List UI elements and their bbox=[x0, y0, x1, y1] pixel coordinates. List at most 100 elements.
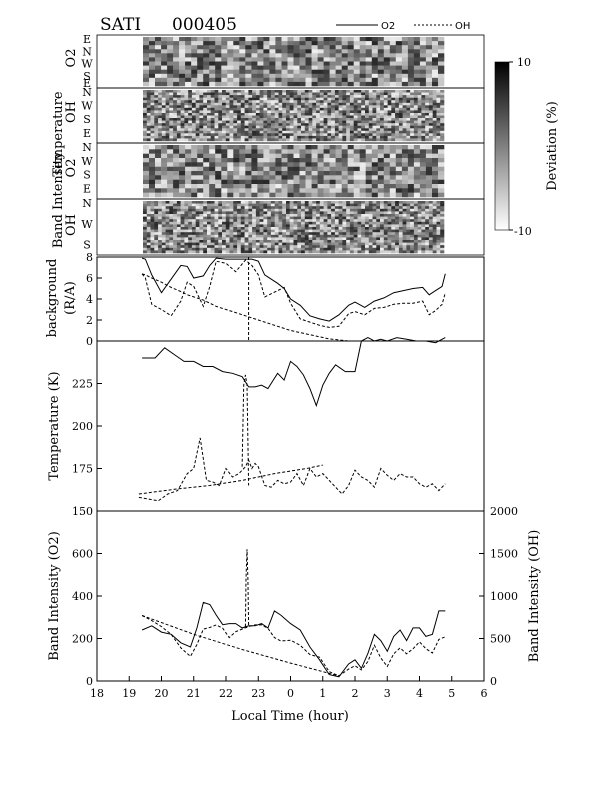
keogram-cell bbox=[391, 133, 396, 137]
keogram-cell bbox=[158, 138, 163, 142]
keogram-cell bbox=[154, 203, 159, 207]
keogram-cell bbox=[203, 162, 210, 167]
keogram-cell bbox=[173, 211, 178, 215]
keogram-cell bbox=[244, 138, 249, 142]
keogram-cell bbox=[199, 105, 204, 109]
legend-o2-label: O2 bbox=[381, 21, 395, 32]
keogram-cell bbox=[376, 128, 381, 132]
keogram-cell bbox=[225, 232, 230, 236]
keogram-cell bbox=[233, 53, 240, 58]
keogram-cell bbox=[316, 120, 321, 124]
keogram-cell bbox=[383, 203, 388, 207]
keogram-cell bbox=[372, 123, 377, 126]
keogram-cell bbox=[270, 224, 275, 228]
keogram-cell bbox=[438, 166, 445, 172]
keogram-cell bbox=[407, 179, 415, 185]
keogram-cell bbox=[341, 49, 348, 54]
keogram-cell bbox=[368, 120, 373, 124]
keogram-cell bbox=[143, 90, 148, 93]
keogram-cell bbox=[191, 240, 196, 243]
keogram-cell bbox=[240, 135, 245, 139]
keogram-cell bbox=[353, 113, 358, 116]
keogram-cell bbox=[244, 100, 249, 103]
keogram-cell bbox=[275, 149, 282, 154]
keogram-cell bbox=[349, 229, 354, 233]
keogram-cell bbox=[278, 203, 283, 207]
keogram-cell bbox=[287, 61, 294, 66]
keogram-cell bbox=[407, 57, 415, 62]
keogram-cell bbox=[218, 203, 223, 207]
keogram-cell bbox=[395, 240, 400, 243]
keogram-cell bbox=[342, 130, 347, 134]
keogram-cell bbox=[161, 240, 166, 243]
keogram-cell bbox=[161, 53, 168, 58]
keogram-cell bbox=[317, 65, 324, 70]
keogram-cell bbox=[233, 113, 238, 116]
keogram-cell bbox=[417, 130, 422, 134]
keogram-cell bbox=[214, 211, 219, 215]
keogram-cell bbox=[248, 221, 253, 225]
keogram-cell bbox=[270, 95, 275, 98]
keogram-cell bbox=[391, 240, 396, 243]
keogram-cell bbox=[299, 149, 306, 154]
keogram-cell bbox=[286, 245, 291, 249]
keogram-cell bbox=[184, 130, 189, 134]
keogram-cell bbox=[377, 77, 385, 83]
keogram-cell bbox=[161, 69, 168, 75]
keogram-cell bbox=[421, 221, 426, 225]
keogram-cell bbox=[188, 229, 193, 233]
keogram-cell bbox=[387, 214, 392, 217]
keogram-cell bbox=[312, 224, 317, 228]
keogram-cell bbox=[410, 203, 415, 207]
keogram-cell bbox=[327, 95, 332, 98]
keogram-cell bbox=[184, 250, 189, 254]
keogram-cell bbox=[233, 125, 238, 129]
keogram-cell bbox=[245, 73, 252, 79]
keogram-cell bbox=[353, 201, 358, 204]
keogram-cell bbox=[417, 247, 422, 251]
keogram-cell bbox=[161, 133, 166, 137]
keogram-cell bbox=[286, 110, 291, 114]
keogram-cell bbox=[317, 77, 324, 83]
keogram-cell bbox=[207, 100, 212, 103]
keogram-cell bbox=[180, 203, 185, 207]
keogram-cell bbox=[419, 171, 427, 176]
keogram-cell bbox=[143, 221, 148, 225]
keogram-cell bbox=[380, 203, 385, 207]
keogram-cell bbox=[176, 90, 181, 93]
keogram-cell bbox=[195, 133, 200, 137]
keogram-cell bbox=[432, 123, 437, 126]
keogram-cell bbox=[218, 110, 223, 114]
keogram-cell bbox=[143, 211, 148, 215]
keogram-cell bbox=[428, 208, 433, 212]
keogram-cell bbox=[436, 115, 441, 119]
keogram-cell bbox=[240, 224, 245, 228]
keogram-cell bbox=[349, 118, 354, 121]
keogram-cell bbox=[341, 57, 348, 62]
keogram-cell bbox=[169, 240, 174, 243]
keogram-cell bbox=[143, 135, 148, 139]
keogram-cell bbox=[391, 113, 396, 116]
keogram-cell bbox=[417, 229, 422, 233]
keogram-cell bbox=[146, 97, 151, 101]
keogram-cell bbox=[428, 128, 433, 132]
keogram-cell bbox=[207, 247, 212, 251]
keogram-cell bbox=[417, 107, 422, 111]
keogram-cell bbox=[365, 214, 370, 217]
keogram-cell bbox=[222, 113, 227, 116]
keogram-cell bbox=[197, 49, 204, 54]
keogram-cell bbox=[158, 250, 163, 254]
keogram-cell bbox=[342, 102, 347, 106]
keogram-cell bbox=[398, 206, 403, 210]
keogram-cell bbox=[357, 115, 362, 119]
keogram-cell bbox=[180, 95, 185, 98]
keogram-cell bbox=[259, 90, 264, 93]
keogram-cell bbox=[269, 162, 276, 167]
keogram-cell bbox=[341, 153, 348, 159]
keogram-cell bbox=[248, 245, 253, 249]
keogram-cell bbox=[346, 138, 351, 142]
keogram-cell bbox=[203, 115, 208, 119]
keogram-cell bbox=[165, 102, 170, 106]
keogram-cell bbox=[244, 123, 249, 126]
keogram-cell bbox=[209, 184, 216, 189]
